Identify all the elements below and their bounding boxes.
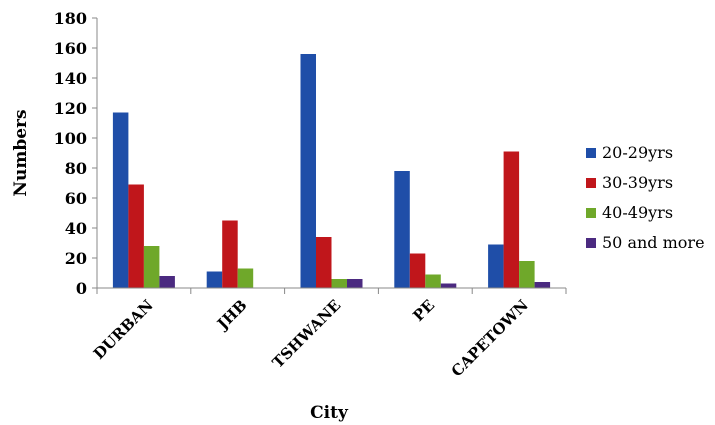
bar-jhb-0 <box>206 271 223 288</box>
legend: 20-29yrs 30-39yrs 40-49yrs 50 and more <box>586 143 705 252</box>
plot-area <box>112 54 551 288</box>
y-tick-label: 60 <box>65 189 87 208</box>
bar-jhb-2 <box>237 268 254 288</box>
y-tick-label: 140 <box>54 69 87 88</box>
x-tick-label: JHB <box>212 296 250 334</box>
y-tick-label: 100 <box>54 129 87 148</box>
x-tick-label: TSHWANE <box>269 296 345 372</box>
legend-label: 50 and more <box>602 233 705 252</box>
legend-label: 30-39yrs <box>602 173 673 192</box>
bar-tshwane-2 <box>331 279 347 288</box>
legend-swatch <box>586 178 596 188</box>
bar-pe-0 <box>394 171 410 288</box>
y-tick-label: 120 <box>54 99 87 118</box>
bar-durban-3 <box>159 276 175 288</box>
y-axis: 0 20 40 60 80 100 120 140 160 180 <box>54 9 98 298</box>
legend-swatch <box>586 148 596 158</box>
bar-capetown-3 <box>534 282 551 288</box>
bar-tshwane-0 <box>300 54 316 288</box>
legend-label: 20-29yrs <box>602 143 673 162</box>
bar-jhb-1 <box>222 220 238 288</box>
legend-label: 40-49yrs <box>602 203 673 222</box>
bar-capetown-0 <box>488 244 504 288</box>
x-axis-title: City <box>310 403 349 423</box>
y-tick-label: 160 <box>54 39 87 58</box>
bar-tshwane-3 <box>347 279 363 288</box>
legend-swatch <box>586 238 596 248</box>
x-tick-label: DURBAN <box>90 296 157 363</box>
bar-tshwane-1 <box>316 237 332 288</box>
y-tick-label: 40 <box>65 219 87 238</box>
bar-capetown-2 <box>519 261 535 288</box>
bar-pe-3 <box>440 283 457 288</box>
bar-durban-1 <box>128 184 144 288</box>
bar-durban-2 <box>143 246 160 288</box>
x-axis: DURBAN JHB TSHWANE PE CAPETOWN <box>90 287 567 380</box>
y-tick-label: 0 <box>76 279 87 298</box>
y-tick-label: 20 <box>65 249 87 268</box>
bar-pe-2 <box>425 274 441 288</box>
bar-pe-1 <box>409 253 426 288</box>
bar-capetown-1 <box>503 151 520 288</box>
y-tick-label: 80 <box>65 159 87 178</box>
y-axis-title: Numbers <box>11 109 31 196</box>
x-tick-label: CAPETOWN <box>448 296 532 380</box>
y-tick-label: 180 <box>54 9 87 28</box>
bar-durban-0 <box>112 112 129 288</box>
x-tick-label: PE <box>409 296 438 325</box>
legend-swatch <box>586 208 596 218</box>
